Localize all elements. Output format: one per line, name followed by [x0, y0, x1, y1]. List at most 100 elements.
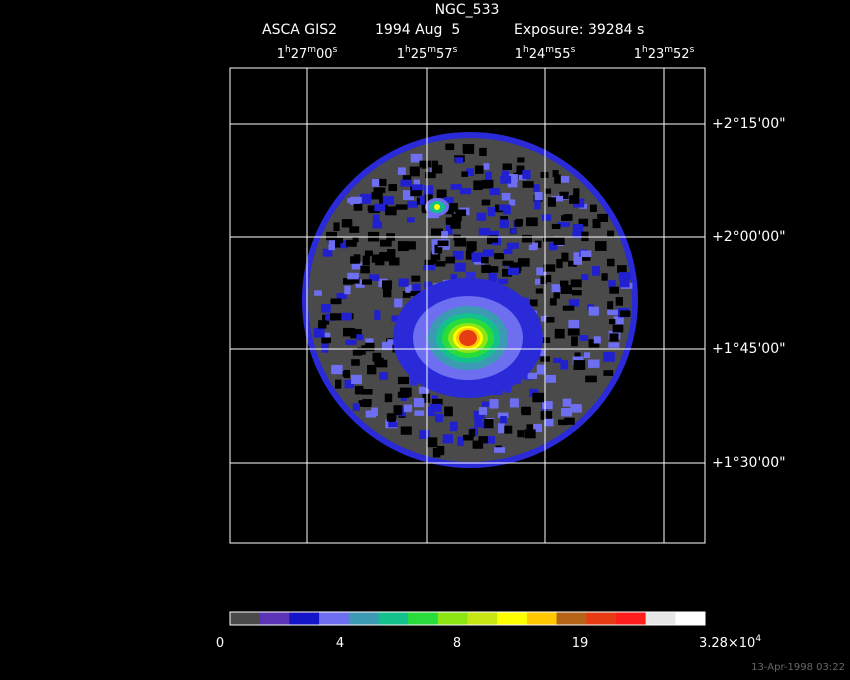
- noise-patch: [379, 253, 391, 261]
- noise-patch: [507, 178, 518, 188]
- noise-patch: [542, 401, 553, 410]
- noise-patch: [427, 437, 438, 448]
- noise-patch: [478, 407, 488, 415]
- observation-date: 1994 Aug 5: [375, 22, 460, 38]
- noise-patch: [498, 204, 511, 211]
- noise-patch: [607, 230, 615, 238]
- noise-patch: [504, 425, 513, 434]
- noise-patch: [402, 291, 411, 298]
- noise-patch: [372, 221, 383, 229]
- noise-patch: [578, 218, 589, 227]
- noise-patch: [330, 313, 342, 321]
- noise-patch: [502, 207, 511, 215]
- noise-patch: [509, 262, 522, 271]
- noise-patch: [581, 274, 589, 281]
- noise-patch: [419, 430, 430, 439]
- superscript: s: [571, 45, 576, 55]
- label-part: 4: [336, 636, 344, 651]
- x-ray-image: [302, 132, 638, 468]
- noise-patch: [377, 178, 387, 187]
- noise-patch: [368, 274, 380, 281]
- dec-label: +2°15'00": [712, 116, 786, 132]
- noise-patch: [564, 417, 575, 425]
- noise-patch: [607, 301, 614, 310]
- noise-patch: [435, 413, 443, 423]
- superscript: h: [523, 45, 529, 55]
- noise-patch: [408, 241, 416, 250]
- timestamp: 13-Apr-1998 03:22: [751, 662, 845, 673]
- noise-patch: [441, 231, 448, 239]
- noise-patch: [379, 239, 392, 247]
- noise-patch: [534, 240, 542, 248]
- noise-patch: [541, 214, 552, 221]
- superscript: h: [405, 45, 411, 55]
- noise-patch: [532, 392, 545, 403]
- noise-patch: [508, 174, 518, 182]
- noise-patch: [571, 289, 582, 296]
- noise-patch: [431, 228, 443, 236]
- noise-patch: [335, 237, 344, 244]
- noise-patch: [484, 419, 494, 429]
- noise-patch: [424, 259, 435, 268]
- noise-patch: [466, 168, 474, 177]
- noise-patch: [481, 401, 492, 407]
- noise-patch: [489, 188, 501, 196]
- noise-patch: [483, 436, 496, 444]
- noise-patch: [502, 268, 512, 277]
- noise-patch: [431, 164, 443, 174]
- noise-patch: [558, 221, 570, 228]
- colorbar-cell: [289, 612, 320, 625]
- noise-patch: [410, 290, 421, 297]
- noise-patch: [494, 447, 506, 453]
- noise-patch: [594, 241, 607, 251]
- noise-patch: [372, 214, 380, 222]
- noise-patch: [320, 303, 331, 313]
- noise-patch: [430, 254, 437, 264]
- noise-patch: [552, 170, 559, 178]
- noise-patch: [325, 231, 338, 241]
- noise-patch: [397, 167, 406, 175]
- noise-patch: [613, 316, 624, 325]
- noise-patch: [472, 440, 484, 449]
- label-part: 3.28×10: [699, 636, 755, 651]
- label-part: 55: [554, 47, 571, 62]
- noise-patch: [385, 206, 397, 216]
- noise-patch: [351, 374, 362, 385]
- colorbar-cell: [230, 612, 261, 625]
- colorbar-cell: [556, 612, 587, 625]
- noise-patch: [527, 372, 538, 379]
- colorbar-cell: [259, 612, 290, 625]
- noise-patch: [478, 227, 491, 236]
- noise-patch: [559, 280, 569, 287]
- superscript: s: [333, 45, 338, 55]
- noise-patch: [609, 319, 616, 325]
- noise-patch: [489, 399, 499, 409]
- point-source: [434, 204, 440, 210]
- noise-patch: [588, 306, 599, 316]
- noise-patch: [499, 219, 509, 229]
- noise-patch: [400, 179, 412, 187]
- noise-patch: [568, 260, 577, 267]
- noise-patch: [321, 343, 329, 353]
- noise-patch: [388, 421, 398, 428]
- noise-patch: [367, 364, 377, 375]
- noise-patch: [424, 281, 432, 289]
- noise-patch: [336, 292, 347, 300]
- noise-patch: [502, 260, 514, 266]
- noise-patch: [344, 285, 351, 295]
- noise-patch: [544, 418, 554, 427]
- noise-patch: [345, 339, 357, 345]
- noise-patch: [449, 421, 458, 432]
- noise-patch: [353, 203, 363, 211]
- noise-patch: [546, 316, 555, 323]
- noise-patch: [540, 411, 553, 420]
- noise-patch: [479, 147, 487, 156]
- noise-patch: [450, 274, 458, 283]
- noise-patch: [443, 197, 454, 204]
- colorbar-cell: [497, 612, 528, 625]
- noise-patch: [568, 299, 580, 307]
- noise-patch: [354, 385, 364, 395]
- ra-label: 1h23m52s: [634, 45, 695, 62]
- noise-patch: [557, 419, 568, 426]
- noise-patch: [367, 205, 376, 212]
